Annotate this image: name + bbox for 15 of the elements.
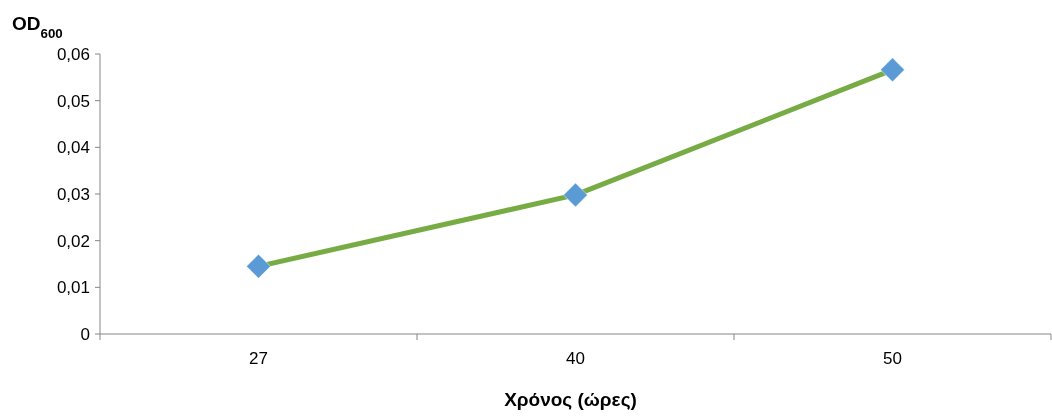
- y-tick-label: 0: [80, 324, 90, 344]
- y-axis-title: OD$_{600}$: [12, 13, 63, 41]
- point: [880, 57, 905, 83]
- y-tick-label: 0,02: [56, 231, 90, 251]
- x-axis-title: Χρόνος (ώρες): [504, 389, 637, 410]
- y-tick-label: 0,05: [56, 91, 90, 111]
- point: [563, 182, 588, 208]
- y-tick-label: 0,01: [56, 278, 90, 298]
- point: [246, 254, 271, 279]
- x-tick-label: 40: [566, 349, 585, 368]
- y-tick-label: 0,04: [56, 138, 90, 158]
- x-tick-label: 50: [883, 349, 902, 368]
- x-tick-label: 27: [249, 349, 268, 368]
- y-tick-label: 0,06: [56, 44, 90, 64]
- y-tick-label: 0,03: [56, 184, 90, 204]
